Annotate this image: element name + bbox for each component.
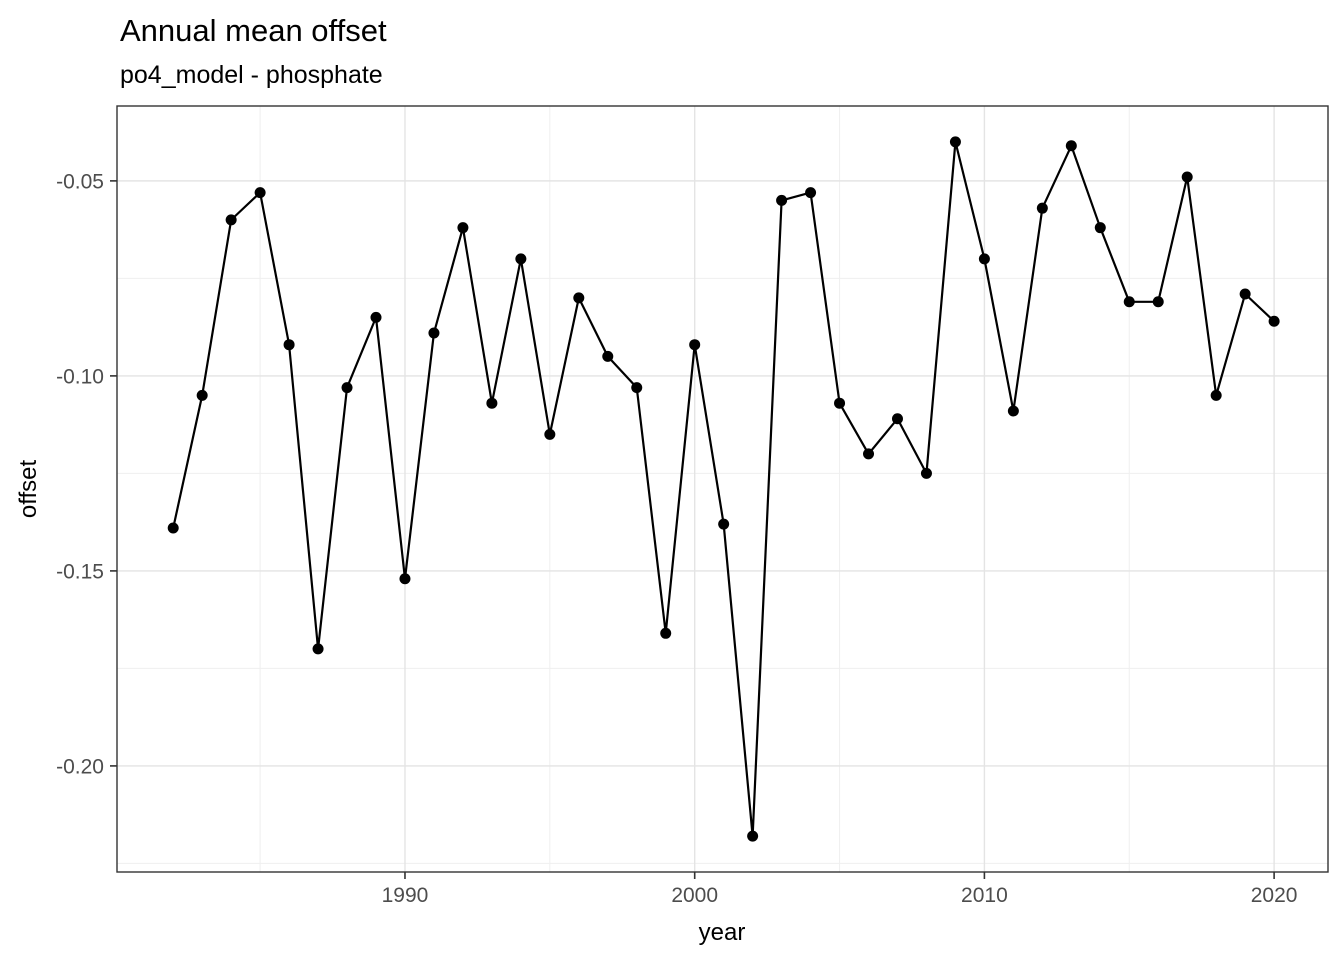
- data-point: [1094, 222, 1106, 234]
- y-tick-label: -0.05: [56, 170, 104, 193]
- data-point: [747, 830, 759, 842]
- x-tick-label: 1990: [382, 884, 429, 907]
- data-point: [486, 397, 498, 409]
- data-point: [1036, 202, 1048, 214]
- data-point: [196, 389, 208, 401]
- data-point: [891, 413, 903, 425]
- data-point: [863, 448, 875, 460]
- data-point: [544, 428, 556, 440]
- data-point: [631, 382, 643, 394]
- data-point: [399, 573, 411, 585]
- data-point: [1268, 315, 1280, 327]
- x-axis-title: year: [699, 919, 746, 946]
- data-point: [1123, 296, 1135, 308]
- y-tick-label: -0.10: [56, 365, 104, 388]
- plot-title: Annual mean offset: [120, 13, 387, 48]
- data-point: [805, 187, 817, 199]
- data-point: [776, 194, 788, 206]
- data-point: [689, 339, 701, 351]
- data-point: [1210, 389, 1222, 401]
- plot-panel: -0.05 -0.10 -0.15 -0.20 1990 2000 2010 2020: [56, 105, 1329, 907]
- data-point: [920, 467, 932, 479]
- data-point: [1065, 140, 1077, 152]
- data-point: [660, 627, 672, 639]
- data-point: [254, 187, 266, 199]
- data-point: [1181, 171, 1193, 183]
- data-point: [225, 214, 237, 226]
- y-axis-title: offset: [15, 460, 42, 519]
- data-point: [1152, 296, 1164, 308]
- data-point: [949, 136, 961, 148]
- data-point: [602, 350, 614, 362]
- data-point: [834, 397, 846, 409]
- data-point: [573, 292, 585, 304]
- data-point: [718, 518, 730, 530]
- y-tick-label: -0.15: [56, 560, 104, 583]
- data-point: [312, 643, 324, 655]
- plot-subtitle: po4_model - phosphate: [120, 61, 383, 89]
- panel-border: [116, 105, 1329, 873]
- panel-background: [117, 106, 1328, 872]
- data-point: [167, 522, 179, 534]
- x-tick-label: 2020: [1251, 884, 1298, 907]
- y-tick-label: -0.20: [56, 755, 104, 778]
- data-point: [428, 327, 440, 339]
- x-tick-label: 2000: [671, 884, 718, 907]
- data-point: [283, 339, 295, 351]
- data-point: [515, 253, 527, 265]
- data-point: [341, 382, 353, 394]
- data-point: [1239, 288, 1251, 300]
- x-tick-label: 2010: [961, 884, 1008, 907]
- data-point: [978, 253, 990, 265]
- data-point: [370, 311, 382, 323]
- data-point: [1007, 405, 1019, 417]
- data-point: [457, 222, 469, 234]
